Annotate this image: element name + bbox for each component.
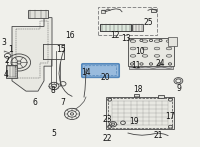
Text: 1: 1 [9,45,13,54]
Ellipse shape [154,40,160,42]
Bar [168,37,177,46]
Text: 3: 3 [1,38,6,47]
Text: 5: 5 [52,128,56,138]
Text: 9: 9 [177,84,181,93]
Ellipse shape [142,47,148,50]
Text: 4: 4 [4,70,8,80]
Text: 15: 15 [56,45,66,54]
Text: 8: 8 [51,86,55,95]
Bar [106,97,174,129]
Text: 13: 13 [121,34,131,43]
Bar [6,65,17,78]
Text: 24: 24 [155,59,165,69]
FancyBboxPatch shape [82,64,119,77]
Text: 17: 17 [165,112,175,121]
Text: 19: 19 [129,117,139,126]
Text: 22: 22 [102,134,112,143]
Text: 16: 16 [65,31,75,40]
Ellipse shape [142,55,148,57]
Bar [134,94,139,97]
Bar [98,7,157,35]
Bar [129,66,173,69]
Text: 7: 7 [61,98,65,107]
Bar [108,98,172,128]
Ellipse shape [166,55,172,57]
Ellipse shape [166,47,172,50]
Text: 23: 23 [102,115,112,124]
Text: 20: 20 [100,73,110,82]
Text: 14: 14 [81,67,91,77]
Text: 11: 11 [131,61,141,70]
Text: 18: 18 [133,85,143,94]
Ellipse shape [154,47,160,50]
Ellipse shape [166,40,172,42]
Polygon shape [12,18,52,91]
Ellipse shape [154,55,160,57]
Ellipse shape [142,40,148,42]
Text: 10: 10 [135,47,145,56]
Bar [100,24,131,31]
Bar [100,24,131,31]
Ellipse shape [130,47,136,50]
Bar [101,10,105,13]
Bar [132,24,143,31]
Bar [28,10,48,18]
Text: 2: 2 [5,56,9,65]
Bar [7,66,16,77]
Bar [158,95,164,98]
Ellipse shape [130,40,136,42]
Text: 6: 6 [33,98,37,107]
Ellipse shape [130,55,136,57]
Bar [128,38,174,66]
Text: 25: 25 [143,17,153,27]
Text: 12: 12 [110,31,120,40]
Bar [151,9,156,12]
Text: 21: 21 [153,131,163,140]
